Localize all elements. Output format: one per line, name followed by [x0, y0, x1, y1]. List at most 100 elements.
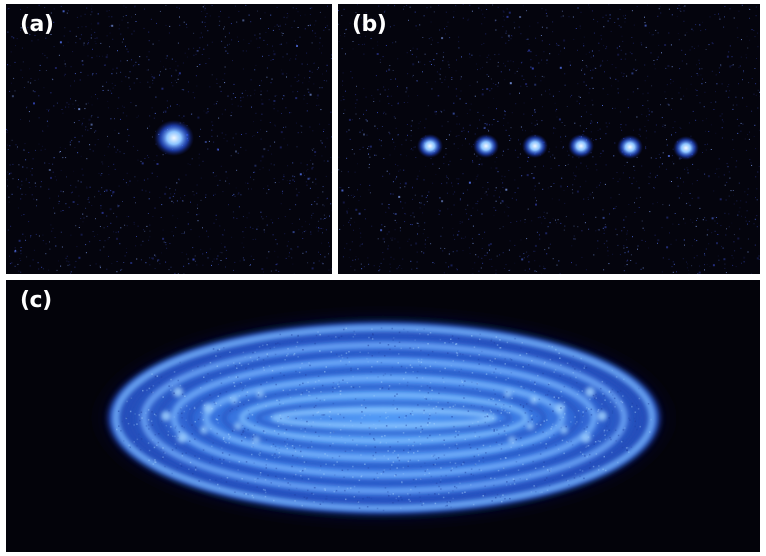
noise-pixel — [248, 14, 250, 16]
speckle-pixel — [258, 453, 260, 455]
noise-pixel — [103, 227, 105, 229]
noise-pixel — [60, 231, 62, 233]
noise-pixel — [687, 172, 689, 174]
noise-pixel — [311, 42, 313, 44]
noise-pixel — [509, 93, 511, 95]
noise-pixel — [417, 127, 419, 129]
noise-pixel — [418, 122, 420, 124]
noise-pixel — [274, 125, 276, 127]
noise-pixel — [58, 203, 60, 205]
noise-pixel — [120, 33, 122, 35]
speckle-pixel — [401, 498, 403, 501]
noise-pixel — [505, 188, 508, 191]
noise-pixel — [707, 143, 708, 145]
noise-pixel — [69, 30, 71, 32]
noise-pixel — [535, 54, 537, 56]
speckle-pixel — [165, 424, 168, 427]
noise-pixel — [723, 26, 725, 28]
speckle-pixel — [138, 433, 140, 435]
speckle-pixel — [585, 410, 587, 412]
speckle-pixel — [358, 386, 361, 388]
noise-pixel — [331, 136, 332, 138]
noise-pixel — [133, 82, 135, 84]
speckle-pixel — [373, 478, 375, 480]
noise-pixel — [534, 111, 536, 113]
speckle-pixel — [311, 492, 313, 495]
speckle-pixel — [328, 415, 331, 418]
noise-pixel — [29, 265, 31, 267]
noise-pixel — [541, 94, 543, 96]
noise-pixel — [50, 34, 52, 35]
noise-pixel — [697, 168, 699, 170]
noise-pixel — [673, 263, 675, 265]
noise-pixel — [279, 44, 281, 46]
noise-pixel — [744, 216, 746, 218]
speckle-pixel — [647, 403, 650, 405]
noise-pixel — [225, 180, 227, 182]
noise-pixel — [683, 20, 685, 22]
speckle-pixel — [319, 399, 321, 402]
noise-pixel — [648, 183, 650, 185]
speckle-pixel — [351, 449, 353, 452]
speckle-pixel — [445, 474, 447, 477]
noise-pixel — [592, 191, 593, 193]
speckle-pixel — [493, 389, 495, 391]
noise-pixel — [484, 231, 486, 233]
speckle-pixel — [207, 373, 209, 375]
noise-pixel — [91, 115, 93, 116]
noise-pixel — [339, 35, 341, 36]
noise-pixel — [382, 252, 384, 254]
noise-pixel — [497, 120, 499, 122]
noise-pixel — [705, 49, 707, 50]
noise-pixel — [618, 193, 620, 195]
noise-pixel — [180, 197, 182, 199]
noise-pixel — [566, 150, 568, 152]
speckle-pixel — [352, 386, 355, 389]
noise-pixel — [204, 21, 206, 23]
noise-pixel — [691, 76, 692, 77]
noise-pixel — [338, 23, 339, 25]
noise-pixel — [162, 229, 164, 231]
speckle-pixel — [440, 475, 442, 477]
speckle-pixel — [600, 387, 602, 390]
speckle-pixel — [344, 489, 346, 492]
noise-pixel — [178, 7, 180, 9]
noise-pixel — [273, 100, 276, 102]
noise-pixel — [242, 50, 244, 52]
speckle-pixel — [407, 460, 410, 463]
noise-pixel — [116, 237, 118, 240]
speckle-pixel — [504, 363, 506, 365]
noise-pixel — [47, 125, 49, 127]
noise-pixel — [212, 260, 214, 262]
noise-pixel — [149, 224, 151, 226]
noise-pixel — [77, 203, 79, 205]
speckle-pixel — [273, 346, 276, 349]
noise-pixel — [462, 250, 464, 252]
noise-pixel — [44, 54, 46, 56]
noise-pixel — [316, 104, 318, 106]
noise-pixel — [755, 15, 757, 17]
speckle-pixel — [170, 378, 172, 381]
noise-pixel — [239, 260, 241, 262]
noise-pixel — [230, 23, 232, 25]
speckle-pixel — [638, 387, 640, 390]
speckle-pixel — [385, 417, 387, 419]
noise-pixel — [642, 227, 644, 229]
noise-pixel — [260, 138, 262, 140]
noise-pixel — [638, 187, 640, 189]
noise-pixel — [514, 262, 516, 264]
speckle-pixel — [326, 498, 328, 500]
noise-pixel — [156, 163, 159, 165]
speckle-pixel — [415, 478, 417, 481]
noise-pixel — [645, 146, 647, 148]
speckle-pixel — [594, 397, 596, 400]
noise-pixel — [301, 63, 303, 65]
noise-pixel — [683, 95, 685, 97]
noise-pixel — [128, 134, 130, 136]
noise-pixel — [273, 108, 275, 110]
noise-pixel — [651, 34, 653, 36]
noise-pixel — [758, 259, 760, 260]
noise-pixel — [462, 173, 464, 175]
speckle-pixel — [412, 444, 414, 447]
noise-pixel — [750, 162, 752, 164]
